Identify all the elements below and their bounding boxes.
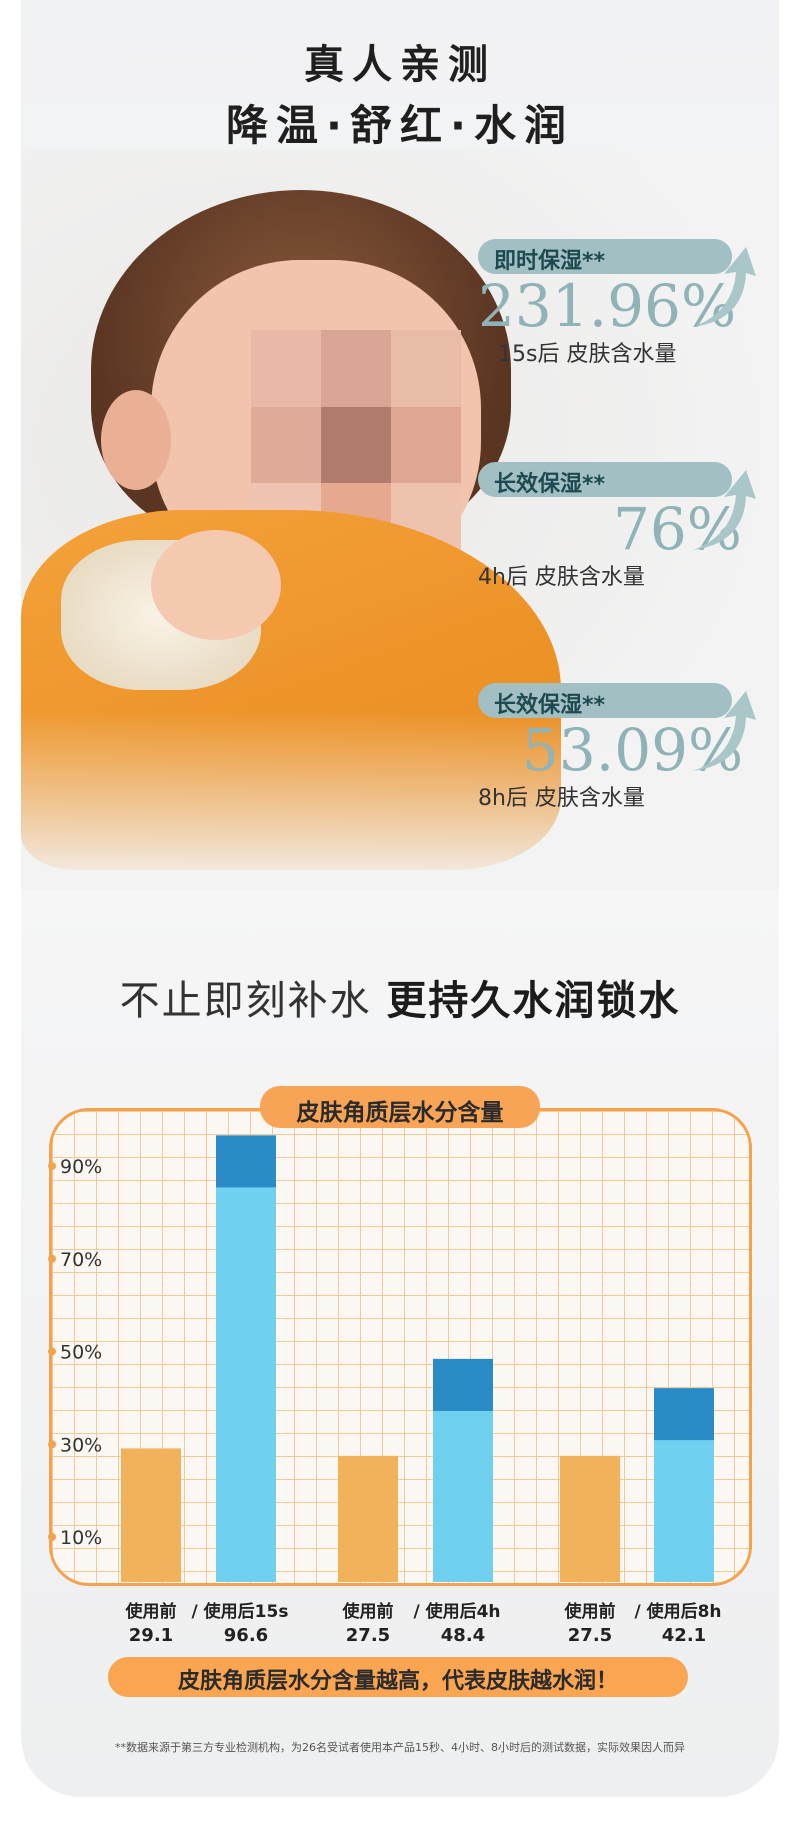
y-tick-dot [48, 1440, 56, 1449]
stat-value: 76% [613, 495, 742, 563]
y-tick-label: 70% [60, 1249, 102, 1271]
bar-after-cap [216, 1135, 276, 1188]
stat-value: 231.96% [478, 272, 737, 340]
chart-frame [49, 1108, 752, 1586]
stat-8h: 长效保湿** 53.09% 8h后 皮肤含水量 [478, 683, 778, 812]
bar-before [121, 1448, 181, 1582]
headline-light: 不止即刻补水 [119, 978, 387, 1024]
bar-after-value: 96.6 [224, 1625, 268, 1646]
bar-after-value: 48.4 [441, 1625, 485, 1646]
y-tick-label: 50% [60, 1342, 102, 1364]
y-tick-dot [48, 1347, 56, 1356]
bar-before [560, 1455, 620, 1582]
y-tick-dot [48, 1254, 56, 1263]
y-tick-dot [48, 1162, 56, 1170]
stat-sub: 8h后 皮肤含水量 [478, 786, 645, 811]
stat-instant: 即时保湿** 231.96% 15s后 皮肤含水量 [478, 239, 778, 368]
stat-label: 长效保湿** [478, 683, 732, 718]
bar-after-label: / 使用后8h [634, 1601, 721, 1622]
footnote: **数据来源于第三方专业检测机构，为26名受试者使用本产品15秒、4小时、8小时… [115, 1741, 685, 1754]
stat-label: 长效保湿** [478, 462, 732, 497]
note-banner: 皮肤角质层水分含量越高，代表皮肤越水润！ [108, 1657, 688, 1697]
stat-value: 53.09% [522, 716, 744, 784]
y-tick-dot [48, 1533, 56, 1541]
up-arrow-icon [693, 247, 756, 327]
bar-before-value: 27.5 [346, 1625, 390, 1646]
bar-after [216, 1135, 276, 1582]
title-line-2: 降温·舒红·水润 [226, 101, 574, 150]
headline: 不止即刻补水 更持久水润锁水 [0, 968, 800, 1026]
bar-after-value: 42.1 [662, 1625, 706, 1646]
stat-label: 即时保湿** [478, 239, 732, 274]
bar-before-label: 使用前 [564, 1601, 616, 1622]
bar-after-label: / 使用后15s [192, 1601, 289, 1622]
up-arrow-icon [693, 470, 756, 550]
chart-title: 皮肤角质层水分含量 [260, 1086, 540, 1128]
bar-after-label: / 使用后4h [413, 1601, 500, 1622]
headline-bold: 更持久水润锁水 [386, 978, 681, 1024]
stat-sub: 15s后 皮肤含水量 [498, 342, 677, 367]
bar-before [338, 1455, 398, 1582]
stat-4h: 长效保湿** 76% 4h后 皮肤含水量 [478, 462, 778, 591]
y-tick-label: 30% [60, 1434, 102, 1456]
bar-after-cap [654, 1388, 714, 1441]
title-line-1: 真人亲测 [304, 42, 496, 88]
up-arrow-icon [693, 691, 756, 771]
bar-before-label: 使用前 [342, 1601, 394, 1622]
y-tick-label: 10% [60, 1527, 102, 1549]
bar-before-label: 使用前 [125, 1601, 177, 1622]
stat-sub: 4h后 皮肤含水量 [478, 565, 645, 590]
bar-before-value: 29.1 [129, 1625, 173, 1646]
y-tick-label: 90% [60, 1156, 102, 1178]
bar-before-value: 27.5 [568, 1625, 612, 1646]
bar-after-cap [433, 1358, 493, 1411]
